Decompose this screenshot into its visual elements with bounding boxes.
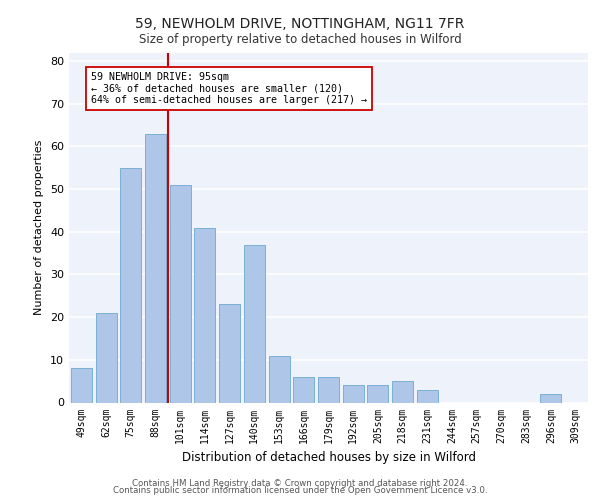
- Bar: [417, 390, 438, 402]
- Text: Contains HM Land Registry data © Crown copyright and database right 2024.: Contains HM Land Registry data © Crown c…: [132, 478, 468, 488]
- Bar: [219, 304, 240, 402]
- Text: 59 NEWHOLM DRIVE: 95sqm
← 36% of detached houses are smaller (120)
64% of semi-d: 59 NEWHOLM DRIVE: 95sqm ← 36% of detache…: [91, 72, 367, 105]
- Bar: [170, 185, 191, 402]
- Text: 59, NEWHOLM DRIVE, NOTTINGHAM, NG11 7FR: 59, NEWHOLM DRIVE, NOTTINGHAM, NG11 7FR: [136, 18, 464, 32]
- Y-axis label: Number of detached properties: Number of detached properties: [34, 140, 44, 315]
- Bar: [392, 381, 413, 402]
- Bar: [71, 368, 92, 402]
- Bar: [541, 394, 562, 402]
- Bar: [244, 244, 265, 402]
- Bar: [318, 377, 339, 402]
- Text: Contains public sector information licensed under the Open Government Licence v3: Contains public sector information licen…: [113, 486, 487, 495]
- Bar: [269, 356, 290, 403]
- Bar: [367, 386, 388, 402]
- Bar: [194, 228, 215, 402]
- Bar: [343, 386, 364, 402]
- Bar: [95, 313, 116, 402]
- X-axis label: Distribution of detached houses by size in Wilford: Distribution of detached houses by size …: [182, 451, 476, 464]
- Bar: [293, 377, 314, 402]
- Bar: [145, 134, 166, 402]
- Bar: [120, 168, 141, 402]
- Text: Size of property relative to detached houses in Wilford: Size of property relative to detached ho…: [139, 32, 461, 46]
